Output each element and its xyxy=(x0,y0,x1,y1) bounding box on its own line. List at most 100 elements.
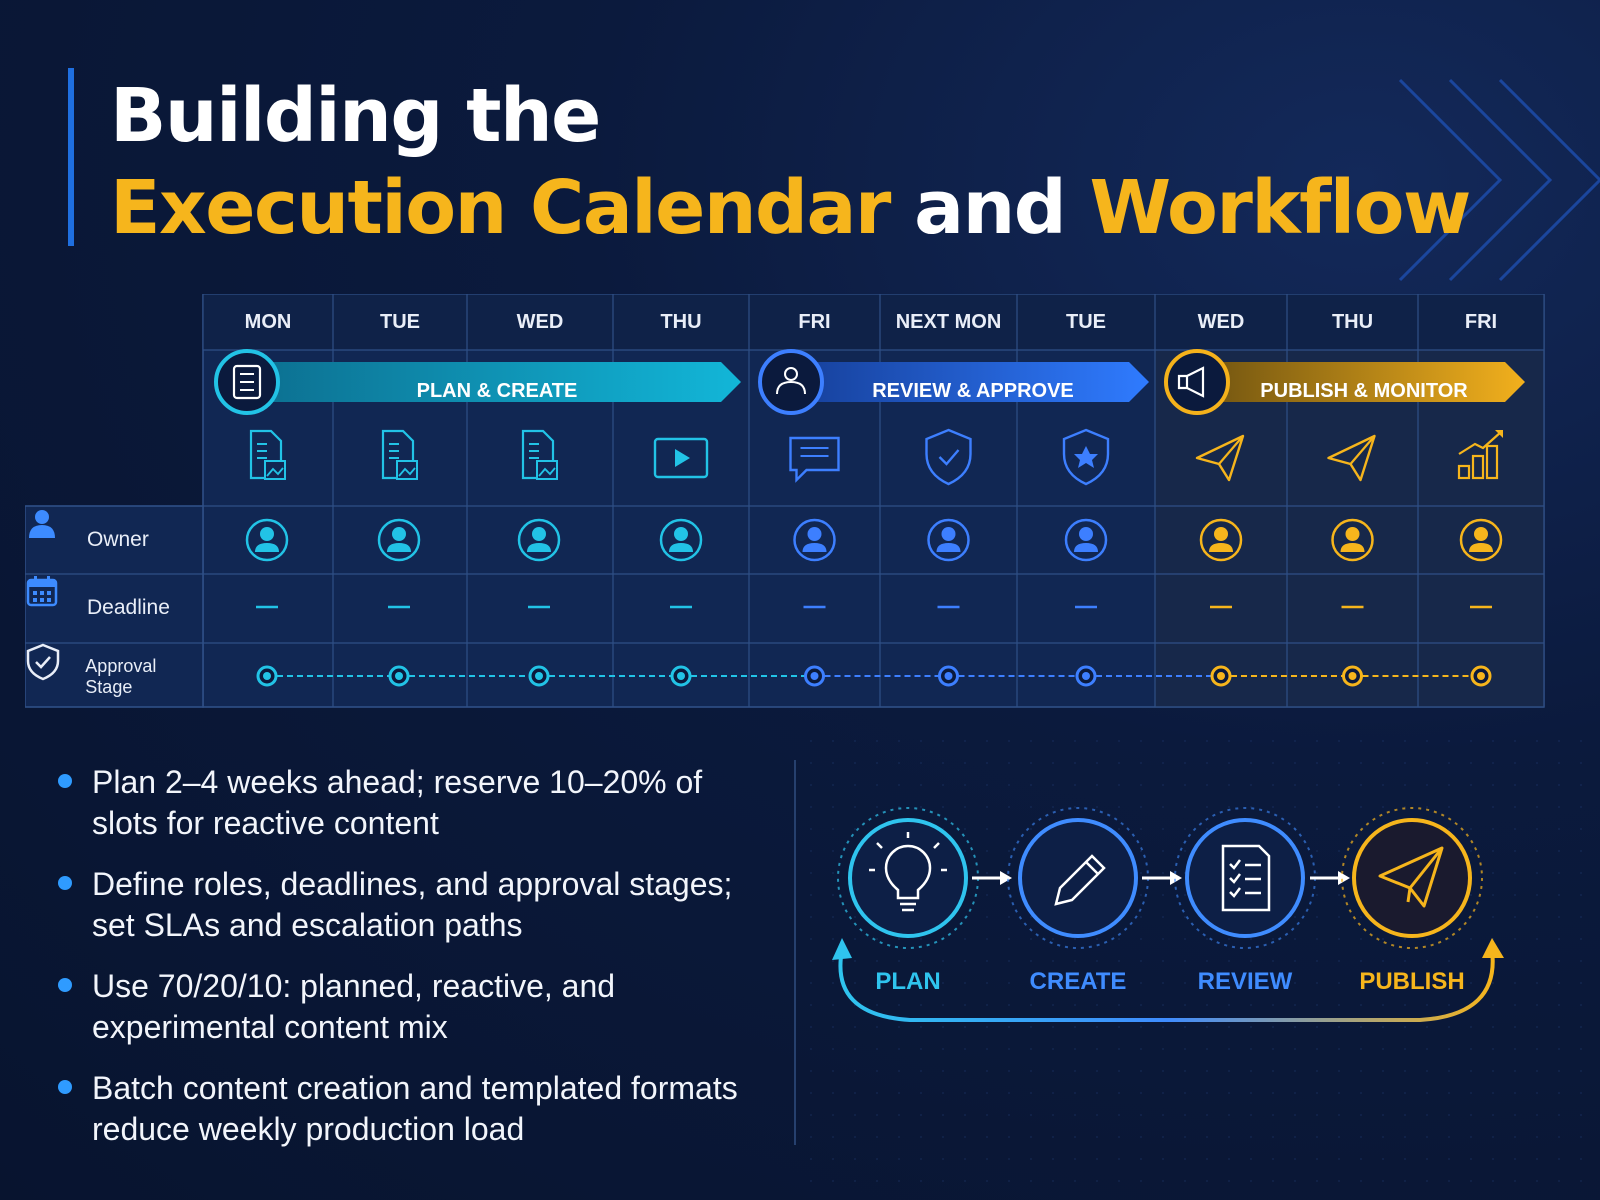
bullet-dot xyxy=(58,774,72,788)
avatar-body xyxy=(1074,543,1098,552)
title-highlight-1: Execution Calendar xyxy=(110,165,891,251)
image-mountain xyxy=(266,467,284,477)
image-mountain xyxy=(398,467,416,477)
avatar-body xyxy=(527,543,551,552)
avatar-head xyxy=(807,527,822,541)
paper-plane-icon xyxy=(1378,846,1444,908)
megaphone-icon xyxy=(1177,366,1205,398)
avatar-head xyxy=(532,527,546,541)
avatar-body xyxy=(1340,543,1365,552)
lightbulb-icon xyxy=(869,832,947,912)
review-step xyxy=(1174,807,1316,949)
avatar-head xyxy=(1079,527,1093,541)
day-header: FRI xyxy=(1464,311,1498,333)
plane-fold xyxy=(1349,435,1376,465)
shield-star-icon xyxy=(1062,428,1110,486)
execution-calendar: MON TUE WED THU FRI NEXT MON TUE WED THU FRI PLAN… xyxy=(25,294,1576,720)
avatar-icon xyxy=(659,518,703,562)
avatar-head xyxy=(941,527,956,541)
phase-banner xyxy=(245,362,741,402)
day-header: WED xyxy=(1197,311,1245,333)
bullet-dot xyxy=(58,1080,72,1094)
chevron-decoration xyxy=(1398,78,1600,282)
day-header-band xyxy=(203,294,1544,350)
row-label-owner: Owner xyxy=(25,506,205,574)
avatar-head xyxy=(1474,527,1488,541)
approval-stage-dot xyxy=(1477,672,1485,680)
chat-icon xyxy=(789,436,840,483)
avatar-body xyxy=(936,543,961,552)
bar-chart-icon xyxy=(1458,431,1502,455)
approval-stage-dot xyxy=(944,672,953,680)
approval-stage-dot xyxy=(810,672,819,680)
avatar-icon xyxy=(1459,518,1503,562)
avatar-body xyxy=(1469,543,1493,552)
day-header: WED xyxy=(516,311,564,333)
document-image-icon xyxy=(521,429,555,480)
shield-check-icon xyxy=(925,428,972,486)
paper-plane-icon xyxy=(1195,434,1245,482)
avatar-icon xyxy=(1331,518,1374,562)
day-header: TUE xyxy=(1066,311,1106,333)
row-label-text: Approval Stage xyxy=(85,656,157,697)
list-item: Batch content creation and templated for… xyxy=(58,1068,758,1150)
title-accent-bar xyxy=(68,68,74,246)
phase-banner xyxy=(1195,362,1525,402)
approval-stage-dot xyxy=(1348,672,1357,680)
dot-grid-background xyxy=(800,730,1600,1200)
phase-label: PLAN & CREATE xyxy=(416,380,578,402)
avatar-icon xyxy=(793,518,836,562)
approval-stage-dot xyxy=(535,672,543,680)
workflow-cycle: PLAN CREATE REVIEW PUBLISH xyxy=(820,790,1550,1050)
team-icon xyxy=(784,367,798,381)
bullet-dot xyxy=(58,978,72,992)
trend-arrowhead xyxy=(1495,430,1503,438)
loop-arrow xyxy=(838,949,1495,1022)
day-header: FRI xyxy=(798,311,831,333)
create-step xyxy=(1007,807,1149,949)
approval-stage-dot xyxy=(1217,672,1225,680)
list-item: Define roles, deadlines, and approval st… xyxy=(58,864,758,946)
avatar-icon xyxy=(927,518,970,562)
title-line-1: Building the xyxy=(110,73,601,159)
publish-step xyxy=(1341,807,1483,949)
day-header: MON xyxy=(244,311,292,333)
avatar-body xyxy=(387,543,411,552)
publish-label: PUBLISH xyxy=(1359,968,1465,995)
day-header: TUE xyxy=(380,311,420,333)
avatar-head xyxy=(674,527,688,541)
page-title: Building the Execution Calendar and Work… xyxy=(110,70,1472,254)
calendar-grid xyxy=(25,294,1545,708)
key-points-list: Plan 2–4 weeks ahead; reserve 10–20% of … xyxy=(58,762,758,1170)
row-label-deadline: Deadline xyxy=(25,574,205,642)
title-connector: and xyxy=(889,165,1090,251)
list-item: Plan 2–4 weeks ahead; reserve 10–20% of … xyxy=(58,762,758,844)
row-label-text: Deadline xyxy=(87,596,170,619)
bar-chart-bar xyxy=(1471,454,1485,480)
avatar-head xyxy=(1214,527,1228,541)
list-item: Use 70/20/10: planned, reactive, and exp… xyxy=(58,966,758,1048)
pencil-icon xyxy=(1054,854,1106,906)
bar-chart-bar xyxy=(1457,464,1471,480)
avatar-body xyxy=(255,543,279,552)
plan-label: PLAN xyxy=(875,968,941,995)
phase-label: REVIEW & APPROVE xyxy=(872,380,1074,402)
review-label: REVIEW xyxy=(1197,968,1293,995)
day-header: NEXT MON xyxy=(895,311,1002,333)
document-image-icon xyxy=(249,429,283,480)
plane-fold xyxy=(1218,435,1244,465)
avatar-head xyxy=(260,527,274,541)
megaphone-icon xyxy=(1164,349,1230,415)
video-play-icon xyxy=(653,437,709,479)
section-divider xyxy=(794,760,796,1145)
row-label-approval-stage: Approval Stage xyxy=(25,643,205,711)
approval-stage-dot xyxy=(263,672,271,680)
day-header: THU xyxy=(660,311,702,333)
avatar-icon xyxy=(245,518,289,562)
bar-chart-bar xyxy=(1485,444,1499,480)
team-icon-body xyxy=(776,380,806,395)
avatar-icon xyxy=(517,518,561,562)
avatar-body xyxy=(802,543,827,552)
title-highlight-2: Workflow xyxy=(1089,165,1472,251)
approval-stage-dot xyxy=(677,672,685,680)
